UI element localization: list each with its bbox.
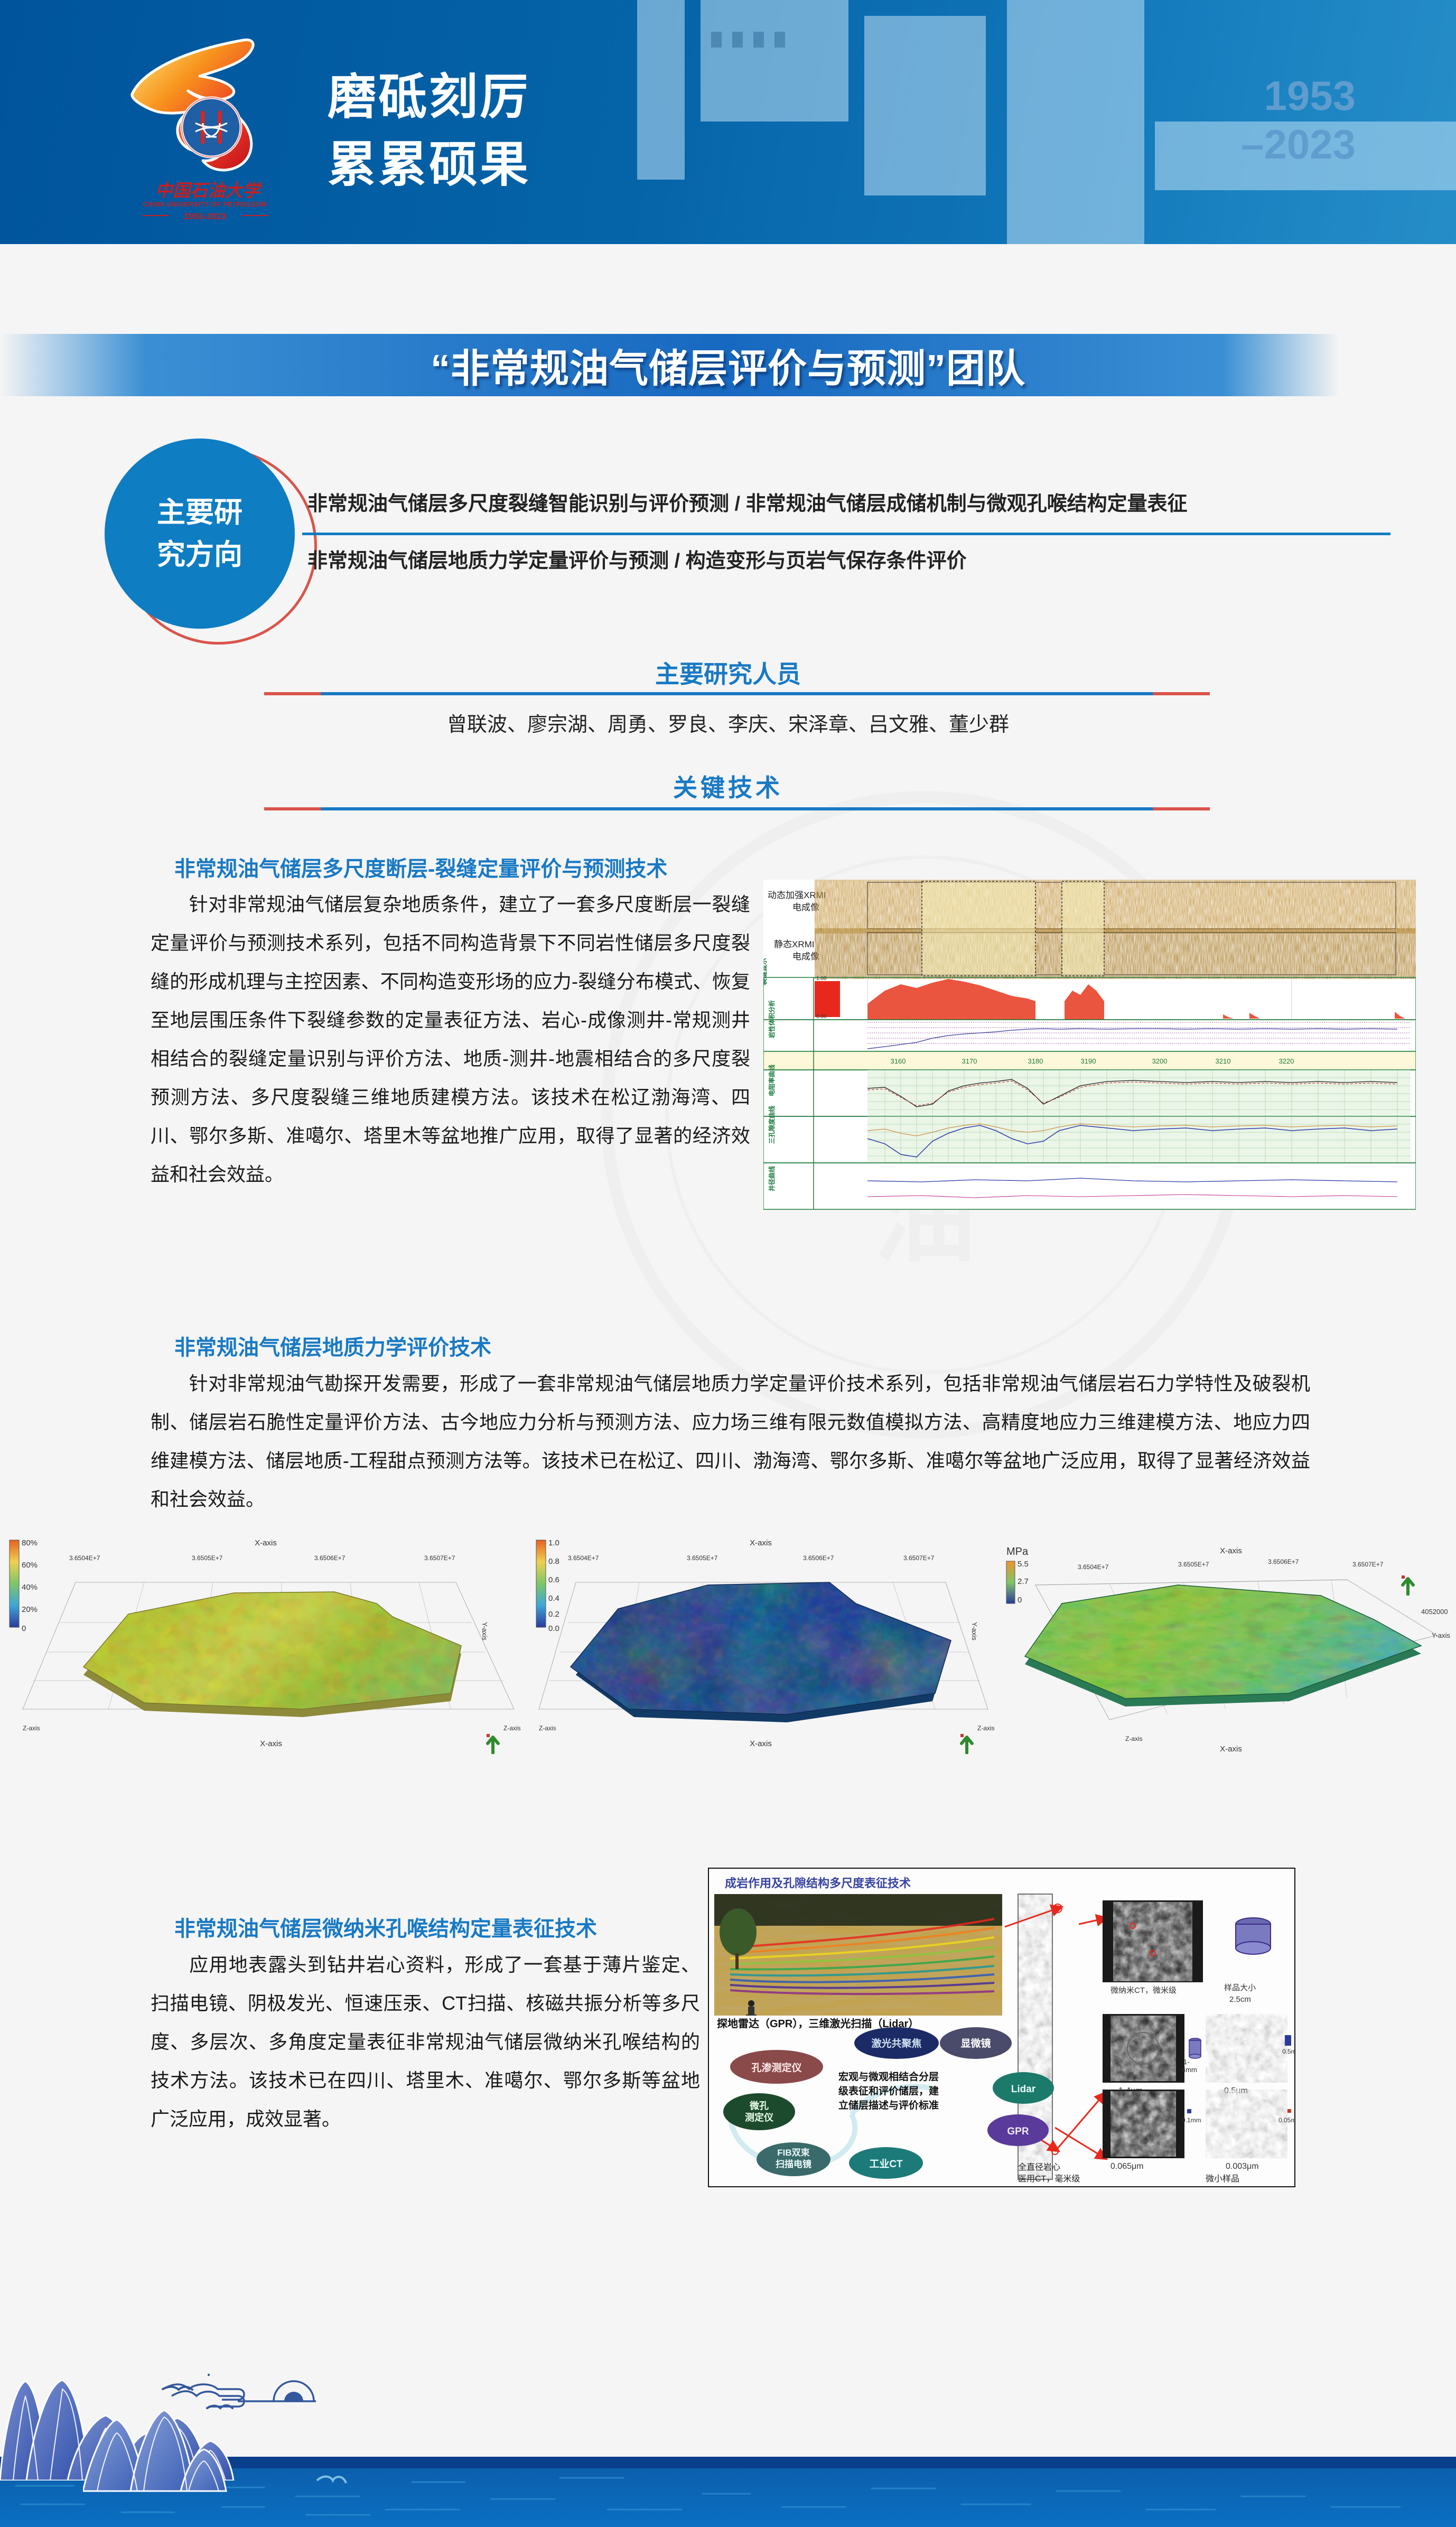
svg-text:3210: 3210 bbox=[1216, 1057, 1231, 1065]
svg-text:X-axis: X-axis bbox=[750, 1739, 772, 1748]
svg-text:电成像: 电成像 bbox=[792, 902, 819, 912]
svg-text:工业CT: 工业CT bbox=[869, 2158, 903, 2170]
svg-text:0: 0 bbox=[22, 1624, 26, 1633]
svg-text:MPa: MPa bbox=[1006, 1546, 1029, 1558]
svg-text:1.00: 1.00 bbox=[816, 976, 827, 982]
svg-text:X-axis: X-axis bbox=[255, 1538, 277, 1547]
svg-text:0.05mm: 0.05mm bbox=[1278, 2116, 1295, 2124]
svg-text:20%: 20% bbox=[22, 1605, 38, 1614]
svg-text:Z-axis: Z-axis bbox=[539, 1724, 556, 1732]
svg-text:3.6504E+7: 3.6504E+7 bbox=[1078, 1563, 1109, 1571]
svg-text:0.4: 0.4 bbox=[548, 1594, 559, 1603]
svg-text:Z-axis: Z-axis bbox=[503, 1724, 521, 1732]
svg-text:Lidar: Lidar bbox=[1011, 2084, 1036, 2095]
svg-text:X-axis: X-axis bbox=[1220, 1546, 1242, 1555]
svg-text:3.6507E+7: 3.6507E+7 bbox=[424, 1554, 455, 1562]
svg-text:3.6506E+7: 3.6506E+7 bbox=[803, 1554, 834, 1562]
svg-text:3.6507E+7: 3.6507E+7 bbox=[903, 1554, 935, 1562]
svg-text:3190: 3190 bbox=[1081, 1057, 1096, 1065]
svg-text:电成像: 电成像 bbox=[792, 952, 819, 962]
svg-text:裂缝显示: 裂缝显示 bbox=[763, 958, 768, 986]
svg-text:0.1mm: 0.1mm bbox=[1182, 2116, 1201, 2124]
svg-text:5.5: 5.5 bbox=[1018, 1560, 1029, 1569]
svg-text:2.5cm: 2.5cm bbox=[1229, 1995, 1251, 2004]
svg-text:三孔隙度曲线: 三孔隙度曲线 bbox=[768, 1106, 776, 1144]
svg-text:GPR: GPR bbox=[1007, 2126, 1029, 2137]
svg-text:2.7: 2.7 bbox=[1018, 1577, 1029, 1586]
svg-text:3180: 3180 bbox=[1028, 1057, 1043, 1065]
svg-text:成岩作用及孔隙结构多尺度表征技术: 成岩作用及孔隙结构多尺度表征技术 bbox=[725, 1877, 911, 1890]
svg-text:0.2: 0.2 bbox=[548, 1610, 559, 1619]
svg-text:孔渗测定仪: 孔渗测定仪 bbox=[751, 2062, 802, 2074]
svg-text:激光共聚焦: 激光共聚焦 bbox=[871, 2037, 921, 2049]
svg-text:3.6506E+7: 3.6506E+7 bbox=[1268, 1558, 1299, 1565]
svg-text:立储层描述与评价标准: 立储层描述与评价标准 bbox=[838, 2099, 939, 2111]
svg-text:井径曲线: 井径曲线 bbox=[768, 1166, 776, 1191]
svg-text:3.6504E+7: 3.6504E+7 bbox=[568, 1554, 599, 1562]
svg-text:X-axis: X-axis bbox=[750, 1538, 772, 1547]
svg-text:测定仪: 测定仪 bbox=[745, 2112, 774, 2123]
svg-text:Z-axis: Z-axis bbox=[23, 1724, 40, 1732]
svg-text:0.00: 0.00 bbox=[816, 1014, 827, 1020]
svg-text:80%: 80% bbox=[22, 1538, 38, 1547]
svg-text:X-axis: X-axis bbox=[260, 1739, 282, 1748]
svg-text:CHINA UNIVERSITY OF PETROLEUM: CHINA UNIVERSITY OF PETROLEUM bbox=[143, 201, 267, 208]
svg-text:3170: 3170 bbox=[962, 1057, 977, 1065]
svg-text:3160: 3160 bbox=[891, 1057, 906, 1065]
svg-text:0.003μm: 0.003μm bbox=[1226, 2162, 1259, 2171]
svg-text:中国石油大学: 中国石油大学 bbox=[155, 181, 262, 200]
svg-text:样品大小: 样品大小 bbox=[1224, 1983, 1256, 1992]
svg-text:3.6505E+7: 3.6505E+7 bbox=[192, 1554, 223, 1562]
svg-text:Y-axis: Y-axis bbox=[1432, 1631, 1450, 1639]
svg-text:3.6505E+7: 3.6505E+7 bbox=[687, 1554, 718, 1562]
svg-text:微小样品: 微小样品 bbox=[1206, 2174, 1239, 2184]
svg-text:0.6: 0.6 bbox=[548, 1575, 559, 1584]
svg-text:4052000: 4052000 bbox=[1421, 1608, 1448, 1616]
svg-text:岩性体积分析: 岩性体积分析 bbox=[768, 1000, 776, 1039]
svg-text:3200: 3200 bbox=[1152, 1057, 1168, 1065]
svg-text:4mm: 4mm bbox=[1182, 2066, 1197, 2074]
svg-text:扫描电镜: 扫描电镜 bbox=[776, 2159, 811, 2169]
svg-text:0.065μm: 0.065μm bbox=[1110, 2162, 1144, 2171]
svg-text:宏观与微观相结合分层: 宏观与微观相结合分层 bbox=[838, 2071, 939, 2083]
svg-text:0.8: 0.8 bbox=[548, 1557, 559, 1566]
svg-text:Z-axis: Z-axis bbox=[977, 1724, 995, 1732]
svg-text:X-axis: X-axis bbox=[1220, 1745, 1242, 1754]
svg-text:3.6504E+7: 3.6504E+7 bbox=[69, 1554, 100, 1562]
svg-text:显微镜: 显微镜 bbox=[960, 2037, 991, 2049]
svg-text:0: 0 bbox=[1018, 1596, 1022, 1605]
svg-text:微孔: 微孔 bbox=[749, 2100, 769, 2111]
svg-text:3.6507E+7: 3.6507E+7 bbox=[1352, 1561, 1384, 1568]
svg-text:40%: 40% bbox=[22, 1583, 38, 1592]
svg-text:动态加强XRMI: 动态加强XRMI bbox=[768, 890, 826, 900]
svg-text:电阻率曲线: 电阻率曲线 bbox=[768, 1065, 776, 1096]
svg-text:Y-axis: Y-axis bbox=[970, 1622, 978, 1640]
svg-text:3.6505E+7: 3.6505E+7 bbox=[1178, 1561, 1209, 1568]
svg-text:1953-2023: 1953-2023 bbox=[183, 211, 226, 221]
svg-text:Y-axis: Y-axis bbox=[481, 1622, 489, 1640]
svg-text:1-: 1- bbox=[1183, 2058, 1190, 2066]
svg-text:0.0: 0.0 bbox=[548, 1624, 559, 1633]
svg-text:微纳米CT，微米级: 微纳米CT，微米级 bbox=[1110, 1986, 1177, 1995]
svg-text:60%: 60% bbox=[22, 1561, 38, 1570]
svg-text:Z-axis: Z-axis bbox=[1125, 1735, 1143, 1742]
svg-text:1.0: 1.0 bbox=[548, 1538, 559, 1547]
svg-text:3220: 3220 bbox=[1279, 1057, 1294, 1065]
svg-text:0.5mm: 0.5mm bbox=[1282, 2048, 1295, 2055]
svg-text:3.6506E+7: 3.6506E+7 bbox=[314, 1554, 346, 1562]
svg-text:级表征和评价储层，建: 级表征和评价储层，建 bbox=[838, 2085, 939, 2097]
svg-text:FIB双束: FIB双束 bbox=[777, 2147, 809, 2158]
svg-text:静态XRMI: 静态XRMI bbox=[774, 939, 815, 949]
